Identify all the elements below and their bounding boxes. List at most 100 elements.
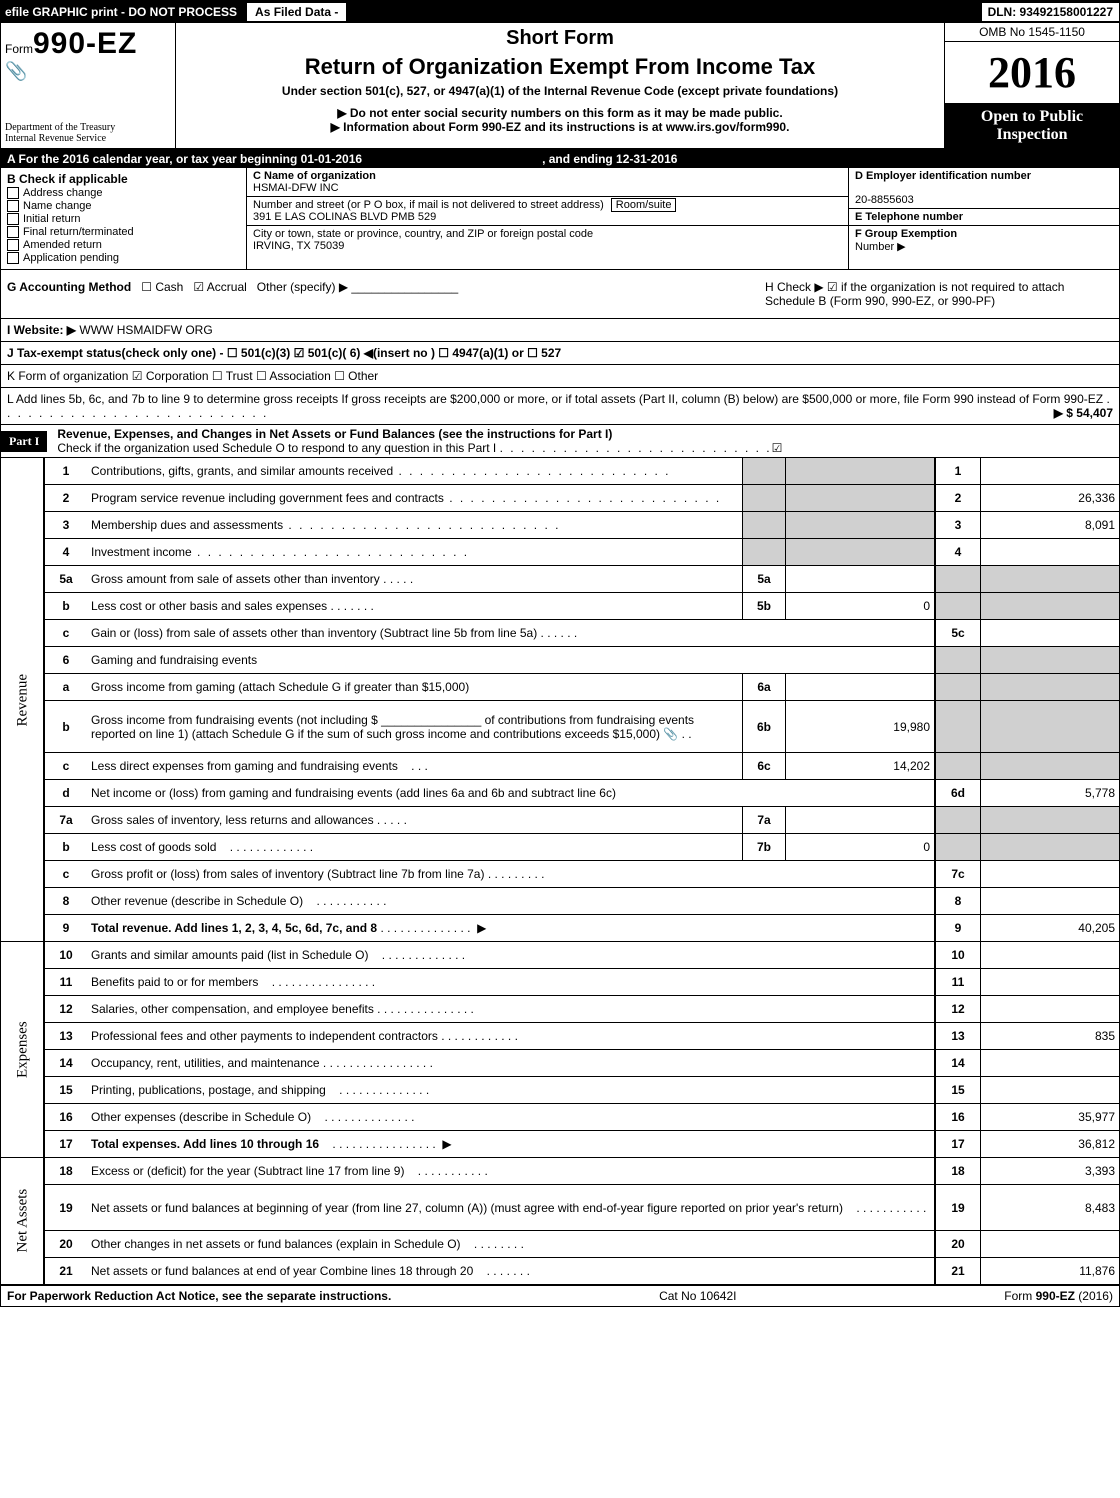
col-b-left: B Check if applicable Address change Nam… <box>1 168 246 269</box>
line-6c: c Less direct expenses from gaming and f… <box>1 753 1119 780</box>
form-990ez: efile GRAPHIC print - DO NOT PROCESS As … <box>0 0 1120 1307</box>
line-7b: b Less cost of goods sold . . . . . . . … <box>1 834 1119 861</box>
side-expenses: Expenses <box>1 942 44 1158</box>
check-name-change[interactable]: Name change <box>7 200 240 212</box>
instruction-2: ▶ Information about Form 990-EZ and its … <box>186 120 934 134</box>
part-i-check: ☑ <box>772 441 791 455</box>
g-accrual: Accrual <box>207 280 247 294</box>
line-7a: 7a Gross sales of inventory, less return… <box>1 807 1119 834</box>
room-label: Room/suite <box>611 198 677 212</box>
part-i-table: Revenue 1 Contributions, gifts, grants, … <box>1 458 1119 1284</box>
d-label: D Employer identification number <box>855 170 1031 182</box>
dept-label-2: Internal Revenue Service <box>5 133 171 144</box>
short-form-label: Short Form <box>186 27 934 50</box>
i-label: I Website: ▶ <box>7 323 76 337</box>
dln-label: DLN: 93492158001227 <box>982 3 1119 21</box>
org-name: HSMAI-DFW INC <box>253 182 339 194</box>
line-4: 4 Investment income 4 <box>1 539 1119 566</box>
efile-label: efile GRAPHIC print - DO NOT PROCESS <box>5 5 237 19</box>
line-19: 19 Net assets or fund balances at beginn… <box>1 1185 1119 1231</box>
line-6b: b Gross income from fundraising events (… <box>1 701 1119 753</box>
part-i-header: Part I Revenue, Expenses, and Changes in… <box>1 425 1119 458</box>
right-header-cell: OMB No 1545-1150 2016 Open to Public Ins… <box>944 23 1119 148</box>
footer-right: Form 990-EZ (2016) <box>1004 1289 1113 1303</box>
line-15: 15 Printing, publications, postage, and … <box>1 1077 1119 1104</box>
line-21: 21 Net assets or fund balances at end of… <box>1 1258 1119 1285</box>
top-bar: efile GRAPHIC print - DO NOT PROCESS As … <box>1 1 1119 23</box>
footer-mid: Cat No 10642I <box>659 1289 736 1303</box>
open-public-box: Open to Public Inspection <box>945 104 1119 148</box>
col-b-right: D Employer identification number 20-8855… <box>849 168 1119 269</box>
check-application-pending[interactable]: Application pending <box>7 252 240 264</box>
part-i-label: Part I <box>1 431 47 452</box>
form-prefix: Form <box>5 42 33 56</box>
row-j: J Tax-exempt status(check only one) - ☐ … <box>1 342 1119 365</box>
check-final-return[interactable]: Final return/terminated <box>7 226 240 238</box>
ein-value: 20-8855603 <box>855 194 914 206</box>
row-k: K Form of organization ☑ Corporation ☐ T… <box>1 365 1119 388</box>
omb-label: OMB No 1545-1150 <box>945 23 1119 42</box>
return-title: Return of Organization Exempt From Incom… <box>186 54 934 80</box>
side-revenue: Revenue <box>1 458 44 942</box>
line-11: 11 Benefits paid to or for members . . .… <box>1 969 1119 996</box>
form-number-cell: Form990-EZ 📎 Department of the Treasury … <box>1 23 176 148</box>
line-16: 16 Other expenses (describe in Schedule … <box>1 1104 1119 1131</box>
tax-year: 2016 <box>945 42 1119 104</box>
l-value: ▶ $ 54,407 <box>1054 406 1113 420</box>
street-address: 391 E LAS COLINAS BLVD PMB 529 <box>253 211 436 223</box>
line-17: 17 Total expenses. Add lines 10 through … <box>1 1131 1119 1158</box>
line-6a: a Gross income from gaming (attach Sched… <box>1 674 1119 701</box>
part-i-title: Revenue, Expenses, and Changes in Net As… <box>57 427 612 441</box>
footer: For Paperwork Reduction Act Notice, see … <box>1 1284 1119 1306</box>
as-filed-box: As Filed Data - <box>245 1 348 23</box>
row-i: I Website: ▶ WWW HSMAIDFW ORG <box>1 319 1119 342</box>
line-20: 20 Other changes in net assets or fund b… <box>1 1231 1119 1258</box>
row-l: L Add lines 5b, 6c, and 7b to line 9 to … <box>1 388 1119 425</box>
col-b-mid: C Name of organization HSMAI-DFW INC Num… <box>246 168 849 269</box>
f-label-2: Number ▶ <box>855 241 906 253</box>
line-9: 9 Total revenue. Add lines 1, 2, 3, 4, 5… <box>1 915 1119 942</box>
row-a-ending: , and ending 12-31-2016 <box>542 152 677 166</box>
g-cash: Cash <box>155 280 183 294</box>
city-value: IRVING, TX 75039 <box>253 240 344 252</box>
form-header: Form990-EZ 📎 Department of the Treasury … <box>1 23 1119 150</box>
attachment-icon: 📎 <box>5 61 171 82</box>
line-5a: 5a Gross amount from sale of assets othe… <box>1 566 1119 593</box>
check-address-change[interactable]: Address change <box>7 187 240 199</box>
check-amended-return[interactable]: Amended return <box>7 239 240 251</box>
footer-left: For Paperwork Reduction Act Notice, see … <box>7 1289 391 1303</box>
line-12: 12 Salaries, other compensation, and emp… <box>1 996 1119 1023</box>
line-5b: b Less cost or other basis and sales exp… <box>1 593 1119 620</box>
line-1: Revenue 1 Contributions, gifts, grants, … <box>1 458 1119 485</box>
check-initial-return[interactable]: Initial return <box>7 213 240 225</box>
line-14: 14 Occupancy, rent, utilities, and maint… <box>1 1050 1119 1077</box>
dept-label-1: Department of the Treasury <box>5 122 171 133</box>
f-label: F Group Exemption <box>855 228 957 240</box>
open-public-1: Open to Public <box>949 108 1115 126</box>
h-text: H Check ▶ ☑ if the organization is not r… <box>759 270 1119 318</box>
line-13: 13 Professional fees and other payments … <box>1 1023 1119 1050</box>
line-5c: c Gain or (loss) from sale of assets oth… <box>1 620 1119 647</box>
open-public-2: Inspection <box>949 126 1115 144</box>
section-subtitle: Under section 501(c), 527, or 4947(a)(1)… <box>186 84 934 98</box>
line-6: 6 Gaming and fundraising events <box>1 647 1119 674</box>
g-label: G Accounting Method <box>7 280 131 294</box>
line-18: Net Assets 18 Excess or (deficit) for th… <box>1 1158 1119 1185</box>
title-cell: Short Form Return of Organization Exempt… <box>176 23 944 148</box>
line-6d: d Net income or (loss) from gaming and f… <box>1 780 1119 807</box>
line-2: 2 Program service revenue including gove… <box>1 485 1119 512</box>
row-a-text: A For the 2016 calendar year, or tax yea… <box>7 152 362 166</box>
line-10: Expenses 10 Grants and similar amounts p… <box>1 942 1119 969</box>
row-g-h: G Accounting Method ☐ Cash ☑ Accrual Oth… <box>1 270 1119 319</box>
line-8: 8 Other revenue (describe in Schedule O)… <box>1 888 1119 915</box>
g-other: Other (specify) ▶ <box>257 280 348 294</box>
side-netassets: Net Assets <box>1 1158 44 1285</box>
addr-label: Number and street (or P O box, if mail i… <box>253 199 604 211</box>
b-label: B Check if applicable <box>7 172 240 186</box>
city-label: City or town, state or province, country… <box>253 228 593 240</box>
section-b: B Check if applicable Address change Nam… <box>1 168 1119 270</box>
l-text: L Add lines 5b, 6c, and 7b to line 9 to … <box>7 392 1103 406</box>
instruction-1: ▶ Do not enter social security numbers o… <box>186 106 934 120</box>
line-7c: c Gross profit or (loss) from sales of i… <box>1 861 1119 888</box>
c-label: C Name of organization <box>253 170 376 182</box>
